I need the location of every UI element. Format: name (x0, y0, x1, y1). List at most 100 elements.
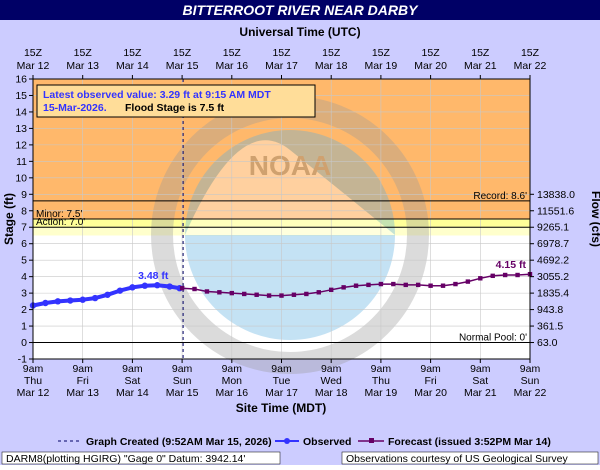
y-tick-label: 7 (21, 222, 27, 234)
flow-tick-label: 63.0 (537, 337, 558, 349)
y-tick-label: 16 (15, 74, 27, 86)
watermark-center-text: NOAA (249, 150, 331, 181)
flow-tick-label: 361.5 (537, 321, 563, 333)
x-tick-date: Mar 15 (166, 387, 199, 399)
x-tick-time: 9am (371, 363, 392, 375)
series: 3.48 ft 4.15 ft (29, 79, 533, 359)
legend-forecast-marker (369, 438, 374, 443)
x-tick-time: 9am (470, 363, 491, 375)
top-tick-zulu: 15Z (372, 47, 391, 59)
data-annotation: 4.15 ft (496, 259, 527, 271)
info-box: Latest observed value: 3.29 ft at 9:15 A… (36, 84, 316, 118)
top-tick-zulu: 15Z (74, 47, 93, 59)
chart-title: BITTERROOT RIVER NEAR DARBY (183, 2, 420, 18)
y-tick-label: 5 (21, 255, 27, 267)
observed-point (54, 298, 62, 305)
x-tick-time: 9am (420, 363, 441, 375)
forecast-point (515, 272, 520, 278)
top-tick-zulu: 15Z (272, 47, 291, 59)
x-tick-time: 9am (520, 363, 541, 375)
x-tick-date: Mar 12 (17, 387, 50, 399)
y-tick-label: 4 (21, 271, 27, 283)
x-tick-day: Thu (372, 375, 390, 387)
y-tick-label: 15 (15, 90, 27, 102)
forecast-point (353, 283, 359, 288)
forecast-point (378, 281, 384, 287)
forecast-point (502, 272, 508, 278)
legend: Graph Created (9:52AM Mar 15, 2026) Obse… (58, 436, 551, 448)
x-tick-day: Sun (173, 375, 192, 387)
info-box-bg (36, 84, 316, 118)
y-tick-label: 2 (21, 304, 27, 316)
flow-tick-label: 6978.7 (537, 238, 569, 250)
legend-observed-marker (284, 438, 290, 444)
x-tick-day: Sun (521, 375, 540, 387)
top-axis-title: Universal Time (UTC) (239, 25, 360, 39)
threshold-label: Action: 7.0' (36, 217, 85, 228)
x-tick-date: Mar 20 (414, 387, 447, 399)
threshold-label: Record: 8.6' (473, 191, 527, 202)
forecast-point (440, 283, 446, 288)
observed-point (104, 291, 111, 298)
threshold-label: Minor: 7.5' (36, 209, 82, 220)
y-tick-label: 14 (15, 106, 27, 118)
forecast-point (366, 282, 371, 288)
x-tick-date: Mar 22 (514, 387, 547, 399)
top-tick-date: Mar 19 (365, 60, 398, 72)
x-tick-day: Mon (222, 375, 243, 387)
top-tick-date: Mar 15 (166, 60, 199, 72)
x-tick-time: 9am (271, 363, 292, 375)
flow-tick-label: 13838.0 (537, 189, 575, 201)
x-tick-date: Mar 14 (116, 387, 149, 399)
forecast-point (266, 293, 272, 298)
forecast-point (403, 282, 408, 288)
observed-point (42, 299, 49, 307)
x-tick-time: 9am (23, 363, 44, 375)
top-tick-date: Mar 20 (414, 60, 447, 72)
forecast-point (204, 289, 210, 294)
top-tick-date: Mar 17 (265, 60, 298, 72)
footer-credit: Observations courtesy of US Geological S… (346, 453, 569, 465)
observed-point (129, 284, 136, 291)
flow-tick-label: 4692.2 (537, 255, 569, 267)
x-tick-day: Fri (424, 375, 436, 387)
x-tick-time: 9am (122, 363, 143, 375)
y-tick-label: 13 (15, 123, 27, 135)
footer-right-box (341, 451, 599, 465)
x-tick-date: Mar 13 (66, 387, 99, 399)
threshold-label: Normal Pool: 0' (459, 333, 527, 344)
footer-left-box (1, 451, 281, 465)
forecast-point (179, 285, 185, 291)
info-flood-stage: Flood Stage is 7.5 ft (125, 102, 225, 114)
forecast-point (428, 283, 433, 288)
y-tick-label: -1 (18, 354, 27, 366)
top-tick-date: Mar 16 (215, 60, 248, 72)
y-tick-label: 9 (21, 189, 27, 201)
forecast-point (254, 292, 259, 297)
forecast-point (465, 279, 471, 284)
x-tick-date: Mar 21 (464, 387, 497, 399)
forecast-point (341, 285, 346, 290)
x-tick-time: 9am (172, 363, 193, 375)
forecast-point (192, 286, 197, 292)
top-tick-zulu: 15Z (123, 47, 142, 59)
noaa-watermark: NOAA (151, 96, 429, 374)
x-tick-day: Sat (125, 375, 141, 387)
x-tick-day: Thu (24, 375, 42, 387)
y-tick-label: 11 (16, 156, 27, 168)
